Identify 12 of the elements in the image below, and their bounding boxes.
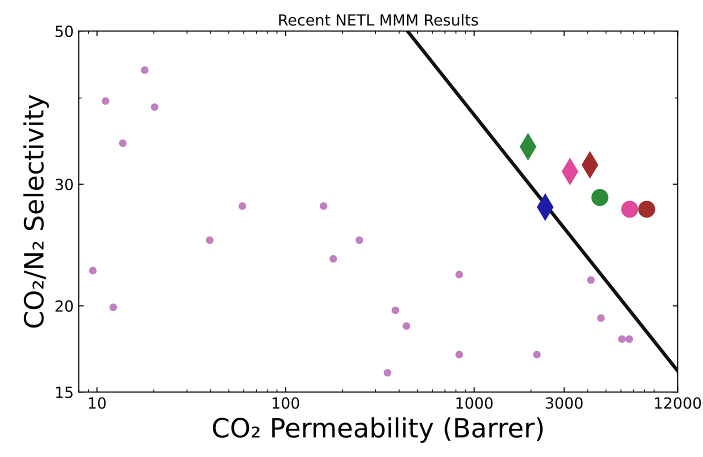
- chart-title: Recent NETL MMM Results: [279, 14, 478, 26]
- x-tick-label: 3000: [546, 397, 583, 409]
- y-tick-label: 15: [56, 386, 73, 398]
- y-axis-title: CO₂/N₂ Selectivity: [23, 94, 49, 328]
- y-tick-label: 30: [56, 178, 73, 190]
- x-tick-label: 12000: [655, 397, 701, 409]
- y-tick-label: 20: [56, 300, 73, 312]
- y-tick-label: 50: [56, 26, 73, 38]
- x-tick-label: 100: [272, 397, 300, 409]
- x-tick-label: 1000: [456, 397, 493, 409]
- x-axis-title: CO₂ Permeability (Barrer): [212, 417, 543, 443]
- x-tick-label: 10: [88, 397, 106, 409]
